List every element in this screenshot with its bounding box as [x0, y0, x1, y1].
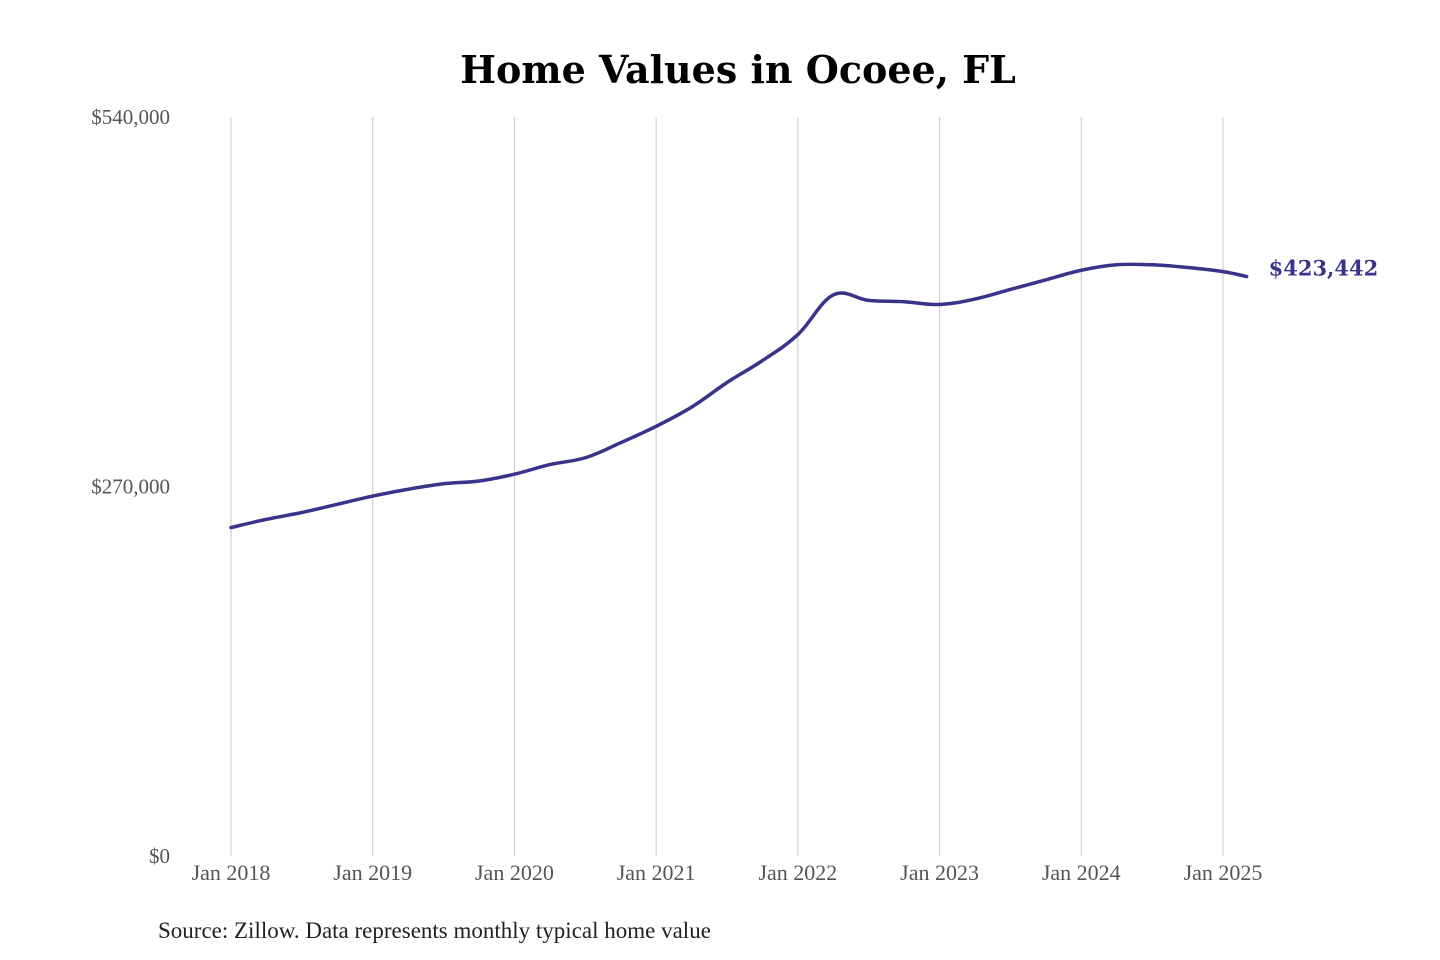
grid-layer [230, 117, 1224, 856]
source-note: Source: Zillow. Data represents monthly … [158, 918, 711, 943]
y-tick-label: $0 [149, 844, 170, 868]
y-axis: $0 $270,000 $540,000 [91, 105, 170, 868]
x-tick-label: Jan 2025 [1184, 860, 1263, 885]
x-tick-label: Jan 2023 [900, 860, 979, 885]
chart-title: Home Values in Ocoee, FL [460, 47, 1016, 92]
x-tick-label: Jan 2024 [1042, 860, 1121, 885]
x-tick-label: Jan 2018 [192, 860, 271, 885]
x-tick-label: Jan 2021 [617, 860, 696, 885]
x-tick-label: Jan 2022 [758, 860, 837, 885]
x-tick-label: Jan 2020 [475, 860, 554, 885]
end-value-label: $423,442 [1269, 256, 1379, 281]
y-tick-label: $270,000 [91, 475, 170, 499]
x-tick-label: Jan 2019 [333, 860, 412, 885]
x-axis: Jan 2018 Jan 2019 Jan 2020 Jan 2021 Jan 2022… [192, 860, 1263, 885]
series-line [229, 262, 1249, 530]
y-tick-label: $540,000 [91, 105, 170, 129]
